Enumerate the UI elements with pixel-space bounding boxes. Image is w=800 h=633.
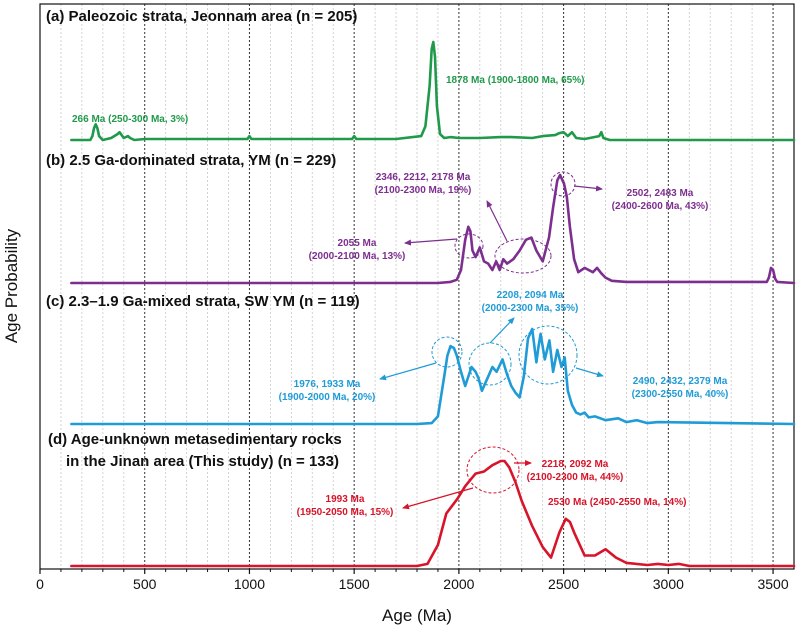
x-tick-label: 0 bbox=[36, 576, 44, 592]
annotation-a-266: 266 Ma (250-300 Ma, 3%) bbox=[72, 114, 188, 125]
grid-lines bbox=[60, 4, 774, 569]
x-tick-label: 2500 bbox=[548, 576, 579, 592]
series-group bbox=[70, 40, 796, 568]
series-line-c bbox=[70, 327, 796, 426]
series-line-d bbox=[70, 459, 796, 568]
annotation-b-2346-line1: 2346, 2212, 2178 Ma bbox=[376, 172, 471, 183]
x-tick-label: 500 bbox=[133, 576, 157, 592]
annotation-b-2055-line1: 2055 Ma bbox=[338, 238, 377, 249]
panel-a-title: (a) Paleozoic strata, Jeonnam area (n = … bbox=[46, 8, 357, 25]
y-axis-label: Age Probability bbox=[2, 228, 21, 343]
panel-d-title-line1: (d) Age-unknown metasedimentary rocks bbox=[48, 431, 342, 448]
x-tick-label: 1500 bbox=[339, 576, 370, 592]
x-axis-ticks: 0 500 1000 1500 2000 2500 3000 3500 bbox=[36, 569, 789, 592]
annotation-d-2218-line2: (2100-2300 Ma, 44%) bbox=[527, 472, 624, 483]
panel-b-title: (b) 2.5 Ga-dominated strata, YM (n = 229… bbox=[46, 152, 336, 169]
annotation-c-2490-line1: 2490, 2432, 2379 Ma bbox=[633, 376, 728, 387]
arrow-c-2208 bbox=[489, 317, 515, 344]
highlight-b-2502 bbox=[550, 171, 576, 197]
highlight-c-2490 bbox=[518, 325, 578, 385]
arrow-c-1976 bbox=[379, 362, 437, 381]
annotation-d-1993-line2: (1950-2050 Ma, 15%) bbox=[297, 507, 394, 518]
highlight-c-2208 bbox=[468, 342, 512, 386]
x-tick-label: 1000 bbox=[234, 576, 265, 592]
annotation-c-1976-line1: 1976, 1933 Ma bbox=[294, 379, 361, 390]
annotation-b-2502-line2: (2400-2600 Ma, 43%) bbox=[612, 201, 709, 212]
annotation-c-1976-line2: (1900-2000 Ma, 20%) bbox=[279, 392, 376, 403]
arrow-c-2490 bbox=[575, 367, 604, 378]
highlight-b-2346 bbox=[494, 238, 552, 274]
highlight-c-1976 bbox=[431, 336, 463, 368]
arrow-b-2346 bbox=[486, 200, 508, 242]
annotation-d-2530: 2530 Ma (2450-2550 Ma, 14%) bbox=[548, 497, 686, 508]
annotation-c-2208-line2: (2000-2300 Ma, 35%) bbox=[482, 303, 579, 314]
annotation-b-2055-line2: (2000-2100 Ma, 13%) bbox=[309, 251, 406, 262]
arrow-b-2502 bbox=[573, 185, 603, 192]
annotation-b-2346-line2: (2100-2300 Ma, 19%) bbox=[375, 185, 472, 196]
highlight-b-2055 bbox=[454, 233, 484, 259]
annotation-d-2218-line1: 2218, 2092 Ma bbox=[542, 459, 609, 470]
panel-d-title-line2: in the Jinan area (This study) (n = 133) bbox=[66, 453, 339, 470]
arrow-d-1993 bbox=[402, 487, 474, 510]
panel-c-title: (c) 2.3–1.9 Ga-mixed strata, SW YM (n = … bbox=[46, 293, 360, 310]
annotation-b-2502-line1: 2502, 2483 Ma bbox=[627, 188, 694, 199]
x-tick-label: 3000 bbox=[653, 576, 684, 592]
x-tick-label: 3500 bbox=[757, 576, 788, 592]
arrow-b-2055 bbox=[404, 238, 458, 246]
annotation-a-1878: 1878 Ma (1900-1800 Ma, 65%) bbox=[446, 75, 584, 86]
series-line-b bbox=[70, 173, 796, 285]
x-axis-label: Age (Ma) bbox=[382, 606, 452, 625]
annotation-c-2208-line1: 2208, 2094 Ma bbox=[497, 290, 564, 301]
series-line-a bbox=[70, 40, 796, 142]
annotation-c-2490-line2: (2300-2550 Ma, 40%) bbox=[632, 389, 729, 400]
annotation-d-1993-line1: 1993 Ma bbox=[326, 494, 365, 505]
highlight-d-2218 bbox=[466, 446, 520, 494]
x-tick-label: 2000 bbox=[443, 576, 474, 592]
